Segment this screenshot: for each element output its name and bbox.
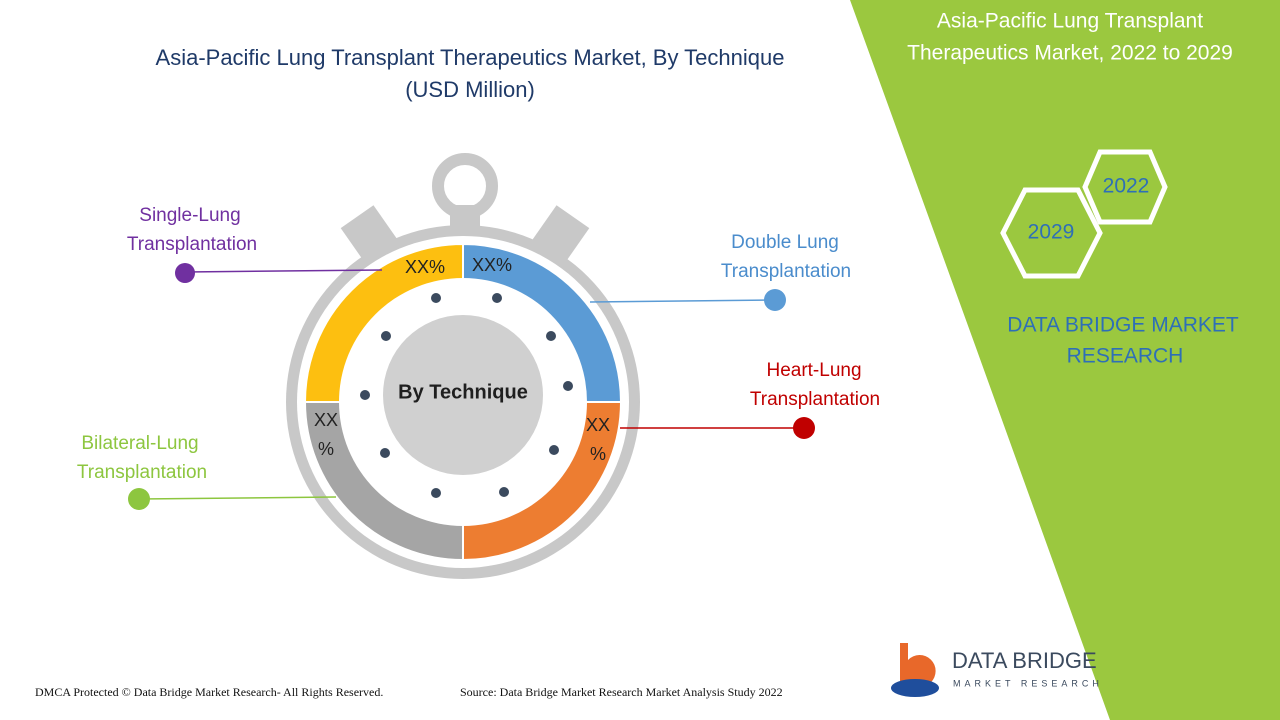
- footer-copyright: DMCA Protected © Data Bridge Market Rese…: [35, 685, 383, 699]
- segment-label: Single-Lung: [139, 205, 240, 226]
- callout-single: Single-Lung Transplantation: [127, 205, 383, 283]
- segment-label: Transplantation: [77, 462, 207, 483]
- side-panel: [850, 0, 1280, 720]
- panel-title: Therapeutics Market, 2022 to 2029: [907, 42, 1233, 65]
- segment-label: Transplantation: [721, 261, 851, 282]
- footer-source: Source: Data Bridge Market Research Mark…: [460, 685, 783, 699]
- value-label: XX: [586, 415, 610, 435]
- value-label: XX%: [405, 257, 445, 277]
- value-label: XX: [314, 410, 338, 430]
- title: Asia-Pacific Lung Transplant Therapeutic…: [156, 45, 785, 70]
- year: 2029: [1028, 221, 1075, 244]
- value-label: %: [318, 439, 334, 459]
- segment-label: Transplantation: [127, 234, 257, 255]
- segment-label: Bilateral-Lung: [81, 433, 198, 454]
- value-label: %: [590, 444, 606, 464]
- callout-bilateral: Bilateral-Lung Transplantation: [77, 433, 337, 510]
- panel-title: Asia-Pacific Lung Transplant: [937, 10, 1203, 33]
- hexagon: [1000, 187, 1103, 279]
- callout-double: Double Lung Transplantation: [589, 232, 851, 311]
- logo-name: DATA BRIDGE: [952, 648, 1097, 673]
- year: 2022: [1103, 175, 1150, 198]
- dial-dots: [360, 293, 573, 498]
- value-label: XX%: [472, 255, 512, 275]
- segment-label: Heart-Lung: [766, 360, 861, 381]
- logo-tagline: MARKET RESEARCH: [953, 678, 1103, 688]
- panel-brand: RESEARCH: [1067, 345, 1184, 368]
- center-label: By Technique: [398, 381, 528, 403]
- panel-brand: DATA BRIDGE MARKET: [1007, 314, 1239, 337]
- title: (USD Million): [405, 77, 535, 102]
- segment-label: Double Lung: [731, 232, 839, 253]
- center-disc: [383, 315, 543, 475]
- segment-label: Transplantation: [750, 389, 880, 410]
- hexagon: [1082, 149, 1168, 225]
- callout-heart: Heart-Lung Transplantation: [620, 360, 880, 439]
- logo: DATA BRIDGE MARKET RESEARCH: [891, 643, 1103, 697]
